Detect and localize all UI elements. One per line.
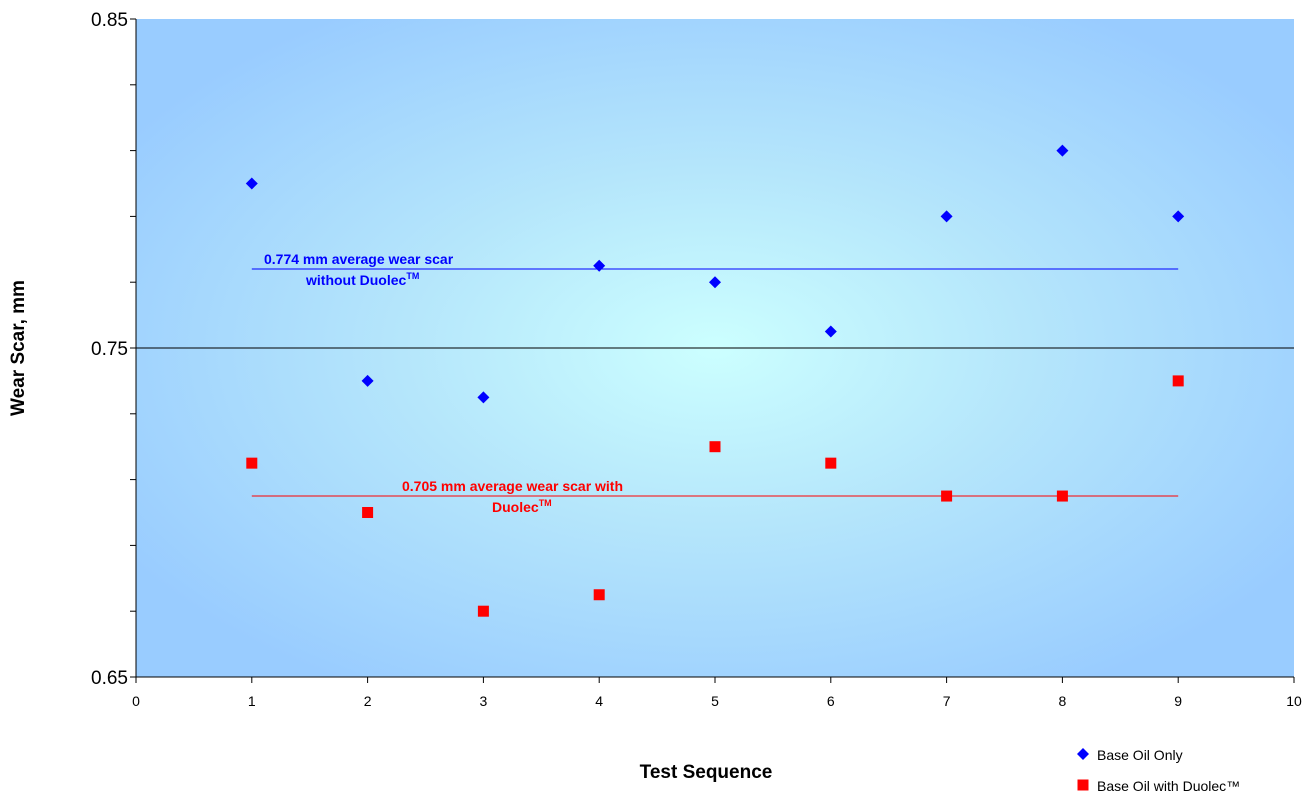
x-tick-label: 10 xyxy=(1286,693,1302,709)
data-point-duolec xyxy=(709,441,721,453)
data-point-duolec xyxy=(1172,375,1184,387)
reference-lines: 0.774 mm average wear scar without Duolec… xyxy=(251,251,1179,515)
average-label: 0.774 mm average wear scar xyxy=(264,251,454,267)
x-tick-label: 9 xyxy=(1174,693,1182,709)
legend-marker-duolec xyxy=(1077,779,1089,791)
x-tick-label: 1 xyxy=(248,693,256,709)
x-tick-label: 6 xyxy=(827,693,835,709)
data-point-duolec xyxy=(825,457,837,469)
average-label: 0.705 mm average wear scar with xyxy=(402,478,623,494)
y-tick-label: 0.85 xyxy=(91,10,128,31)
x-axis-ticks: 0 1 2 3 4 5 6 7 8 9 10 xyxy=(132,677,1302,709)
data-point-base-oil xyxy=(593,259,606,272)
data-point-base-oil xyxy=(1056,144,1069,157)
legend-label-duolec: Base Oil with Duolec™ xyxy=(1097,778,1240,794)
data-point-base-oil xyxy=(1172,210,1185,223)
x-tick-label: 2 xyxy=(364,693,372,709)
y-tick-label: 0.75 xyxy=(91,339,128,360)
data-points xyxy=(245,144,1185,617)
y-axis-ticks: 0.65 0.75 0.85 xyxy=(91,10,136,689)
y-tick-label: 0.65 xyxy=(91,668,128,689)
legend: Base Oil Only Base Oil with Duolec™ xyxy=(1077,747,1240,794)
trademark-sup: TM xyxy=(406,271,419,281)
x-tick-label: 7 xyxy=(943,693,951,709)
data-point-base-oil xyxy=(824,325,837,338)
legend-diamond-icon xyxy=(1077,748,1089,760)
data-point-base-oil xyxy=(940,210,953,223)
data-point-base-oil xyxy=(477,391,490,404)
data-point-duolec xyxy=(477,605,489,617)
data-point-base-oil xyxy=(361,374,374,387)
average-label: DuolecTM xyxy=(492,498,552,515)
legend-square-icon xyxy=(1077,779,1089,791)
x-tick-label: 0 xyxy=(132,693,140,709)
data-point-duolec xyxy=(246,457,258,469)
x-tick-label: 8 xyxy=(1059,693,1067,709)
x-axis-title: Test Sequence xyxy=(640,762,773,783)
legend-marker-base-oil xyxy=(1077,748,1089,760)
data-point-base-oil xyxy=(245,177,258,190)
data-point-base-oil xyxy=(709,276,721,289)
x-tick-label: 5 xyxy=(711,693,719,709)
data-point-duolec xyxy=(1056,490,1068,502)
data-point-duolec xyxy=(362,507,374,518)
x-tick-label: 3 xyxy=(480,693,488,709)
y-axis-title: Wear Scar, mm xyxy=(8,280,29,416)
trademark-sup: TM xyxy=(539,498,552,508)
data-point-duolec xyxy=(593,589,605,601)
data-point-duolec xyxy=(941,490,953,502)
legend-label-base-oil: Base Oil Only xyxy=(1097,747,1183,763)
average-label: without DuolecTM xyxy=(305,271,419,288)
x-tick-label: 4 xyxy=(595,693,603,709)
